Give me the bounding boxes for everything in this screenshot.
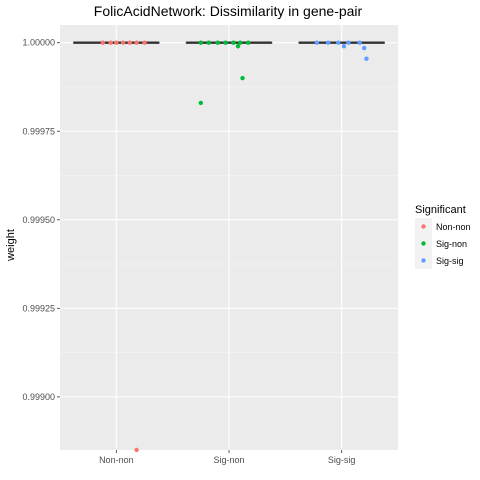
data-point (128, 41, 132, 45)
data-point (246, 41, 250, 45)
x-tick-label: Sig-sig (328, 455, 356, 465)
data-point (134, 41, 138, 45)
legend-point (421, 258, 425, 262)
data-point (231, 41, 235, 45)
data-point (101, 41, 105, 45)
y-tick-label: 0.99900 (22, 392, 55, 402)
legend-label: Non-non (436, 222, 471, 232)
data-point (223, 41, 227, 45)
data-point (199, 41, 203, 45)
chart-title: FolicAcidNetwork: Dissimilarity in gene-… (94, 3, 363, 19)
legend-point (421, 224, 425, 228)
y-tick-label: 0.99950 (22, 215, 55, 225)
data-point (240, 76, 244, 80)
data-point (134, 448, 138, 452)
x-tick-label: Sig-non (213, 455, 244, 465)
data-point (362, 46, 366, 50)
legend-point (421, 241, 425, 245)
data-point (109, 41, 113, 45)
data-point (346, 41, 350, 45)
data-point (315, 41, 319, 45)
data-point (114, 41, 118, 45)
data-point (216, 41, 220, 45)
data-point (357, 41, 361, 45)
data-point (336, 41, 340, 45)
data-point (142, 41, 146, 45)
legend-title: Significant (415, 204, 466, 216)
data-point (207, 41, 211, 45)
legend-label: Sig-sig (436, 256, 464, 266)
y-tick-label: 0.99975 (22, 126, 55, 136)
y-axis-title: weight (5, 229, 17, 262)
data-point (342, 44, 346, 48)
data-point (326, 41, 330, 45)
x-tick-label: Non-non (99, 455, 134, 465)
data-point (121, 41, 125, 45)
y-tick-label: 1.00000 (22, 38, 55, 48)
data-point (236, 44, 240, 48)
legend-label: Sig-non (436, 239, 467, 249)
y-tick-label: 0.99925 (22, 303, 55, 313)
data-point (199, 101, 203, 105)
data-point (364, 56, 368, 60)
